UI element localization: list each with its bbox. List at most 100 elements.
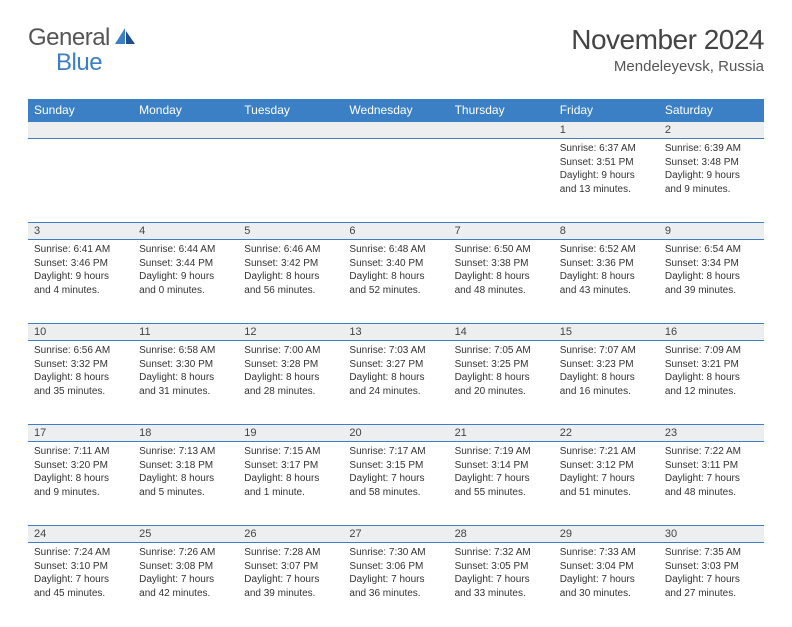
- day-number: 24: [28, 526, 133, 542]
- day-cell-header: 23: [659, 425, 764, 442]
- day-number: 7: [449, 223, 554, 239]
- day-number: 6: [343, 223, 448, 239]
- day-cell-body: Sunrise: 6:54 AMSunset: 3:34 PMDaylight:…: [659, 240, 764, 324]
- day-cell-body: Sunrise: 7:24 AMSunset: 3:10 PMDaylight:…: [28, 543, 133, 627]
- day-cell-body: Sunrise: 7:07 AMSunset: 3:23 PMDaylight:…: [554, 341, 659, 425]
- day-details: [238, 139, 343, 148]
- week-content-row: Sunrise: 7:11 AMSunset: 3:20 PMDaylight:…: [28, 442, 764, 526]
- day-details: Sunrise: 7:28 AMSunset: 3:07 PMDaylight:…: [238, 543, 343, 606]
- day-details: Sunrise: 7:22 AMSunset: 3:11 PMDaylight:…: [659, 442, 764, 505]
- day-cell-body: Sunrise: 7:19 AMSunset: 3:14 PMDaylight:…: [449, 442, 554, 526]
- day-cell-header: 21: [449, 425, 554, 442]
- day-details: [28, 139, 133, 148]
- week-number-row: 24252627282930: [28, 526, 764, 543]
- day-details: Sunrise: 7:21 AMSunset: 3:12 PMDaylight:…: [554, 442, 659, 505]
- day-details: Sunrise: 7:07 AMSunset: 3:23 PMDaylight:…: [554, 341, 659, 404]
- week-number-row: 12: [28, 122, 764, 139]
- day-number: 27: [343, 526, 448, 542]
- day-number: 19: [238, 425, 343, 441]
- day-number: 13: [343, 324, 448, 340]
- day-header: Sunday: [28, 99, 133, 122]
- day-cell-header: 17: [28, 425, 133, 442]
- day-number: 29: [554, 526, 659, 542]
- day-cell-header: 22: [554, 425, 659, 442]
- day-details: Sunrise: 6:52 AMSunset: 3:36 PMDaylight:…: [554, 240, 659, 303]
- day-cell-header: 6: [343, 223, 448, 240]
- calendar-table: SundayMondayTuesdayWednesdayThursdayFrid…: [28, 99, 764, 627]
- day-details: Sunrise: 6:56 AMSunset: 3:32 PMDaylight:…: [28, 341, 133, 404]
- day-cell-body: Sunrise: 6:39 AMSunset: 3:48 PMDaylight:…: [659, 139, 764, 223]
- day-number: 1: [554, 122, 659, 138]
- day-cell-body: [449, 139, 554, 223]
- day-cell-header: 28: [449, 526, 554, 543]
- day-number: 16: [659, 324, 764, 340]
- day-cell-header: 16: [659, 324, 764, 341]
- day-cell-body: Sunrise: 6:48 AMSunset: 3:40 PMDaylight:…: [343, 240, 448, 324]
- day-details: Sunrise: 7:19 AMSunset: 3:14 PMDaylight:…: [449, 442, 554, 505]
- day-details: Sunrise: 7:11 AMSunset: 3:20 PMDaylight:…: [28, 442, 133, 505]
- day-number: [343, 122, 448, 126]
- day-cell-header: 30: [659, 526, 764, 543]
- day-details: Sunrise: 7:05 AMSunset: 3:25 PMDaylight:…: [449, 341, 554, 404]
- day-details: Sunrise: 7:09 AMSunset: 3:21 PMDaylight:…: [659, 341, 764, 404]
- day-cell-header: 26: [238, 526, 343, 543]
- day-cell-header: 7: [449, 223, 554, 240]
- day-cell-body: Sunrise: 6:50 AMSunset: 3:38 PMDaylight:…: [449, 240, 554, 324]
- day-cell-body: Sunrise: 7:28 AMSunset: 3:07 PMDaylight:…: [238, 543, 343, 627]
- day-cell-header: 27: [343, 526, 448, 543]
- day-cell-body: [238, 139, 343, 223]
- day-number: 8: [554, 223, 659, 239]
- week-number-row: 3456789: [28, 223, 764, 240]
- week-number-row: 17181920212223: [28, 425, 764, 442]
- day-cell-body: Sunrise: 6:52 AMSunset: 3:36 PMDaylight:…: [554, 240, 659, 324]
- day-number: 30: [659, 526, 764, 542]
- day-cell-body: Sunrise: 7:26 AMSunset: 3:08 PMDaylight:…: [133, 543, 238, 627]
- day-details: Sunrise: 6:54 AMSunset: 3:34 PMDaylight:…: [659, 240, 764, 303]
- day-cell-header: 5: [238, 223, 343, 240]
- day-cell-header: 15: [554, 324, 659, 341]
- day-number: 3: [28, 223, 133, 239]
- day-number: 17: [28, 425, 133, 441]
- day-details: Sunrise: 7:17 AMSunset: 3:15 PMDaylight:…: [343, 442, 448, 505]
- week-content-row: Sunrise: 6:41 AMSunset: 3:46 PMDaylight:…: [28, 240, 764, 324]
- day-details: Sunrise: 7:26 AMSunset: 3:08 PMDaylight:…: [133, 543, 238, 606]
- day-number: 21: [449, 425, 554, 441]
- day-cell-body: Sunrise: 7:03 AMSunset: 3:27 PMDaylight:…: [343, 341, 448, 425]
- day-number: 5: [238, 223, 343, 239]
- day-cell-body: Sunrise: 7:15 AMSunset: 3:17 PMDaylight:…: [238, 442, 343, 526]
- brand-logo: General: [28, 24, 138, 52]
- day-cell-header: 24: [28, 526, 133, 543]
- day-cell-header: [28, 122, 133, 139]
- day-cell-header: [133, 122, 238, 139]
- day-header-row: SundayMondayTuesdayWednesdayThursdayFrid…: [28, 99, 764, 122]
- day-number: 22: [554, 425, 659, 441]
- day-number: 14: [449, 324, 554, 340]
- day-cell-header: 25: [133, 526, 238, 543]
- day-header: Monday: [133, 99, 238, 122]
- month-title: November 2024: [571, 24, 764, 56]
- day-cell-header: 3: [28, 223, 133, 240]
- day-cell-body: Sunrise: 6:46 AMSunset: 3:42 PMDaylight:…: [238, 240, 343, 324]
- title-block: November 2024 Mendeleyevsk, Russia: [571, 24, 764, 75]
- day-cell-header: 4: [133, 223, 238, 240]
- day-number: 12: [238, 324, 343, 340]
- day-cell-body: Sunrise: 7:35 AMSunset: 3:03 PMDaylight:…: [659, 543, 764, 627]
- day-number: 18: [133, 425, 238, 441]
- day-details: [449, 139, 554, 148]
- day-number: 15: [554, 324, 659, 340]
- day-cell-header: 11: [133, 324, 238, 341]
- day-number: [449, 122, 554, 126]
- day-header: Wednesday: [343, 99, 448, 122]
- day-number: 4: [133, 223, 238, 239]
- day-cell-header: 12: [238, 324, 343, 341]
- day-cell-body: Sunrise: 7:17 AMSunset: 3:15 PMDaylight:…: [343, 442, 448, 526]
- day-cell-body: Sunrise: 7:30 AMSunset: 3:06 PMDaylight:…: [343, 543, 448, 627]
- day-cell-body: Sunrise: 6:41 AMSunset: 3:46 PMDaylight:…: [28, 240, 133, 324]
- week-content-row: Sunrise: 6:37 AMSunset: 3:51 PMDaylight:…: [28, 139, 764, 223]
- day-cell-header: 19: [238, 425, 343, 442]
- day-number: 11: [133, 324, 238, 340]
- day-number: [133, 122, 238, 126]
- day-number: 28: [449, 526, 554, 542]
- day-number: 9: [659, 223, 764, 239]
- day-cell-body: Sunrise: 6:58 AMSunset: 3:30 PMDaylight:…: [133, 341, 238, 425]
